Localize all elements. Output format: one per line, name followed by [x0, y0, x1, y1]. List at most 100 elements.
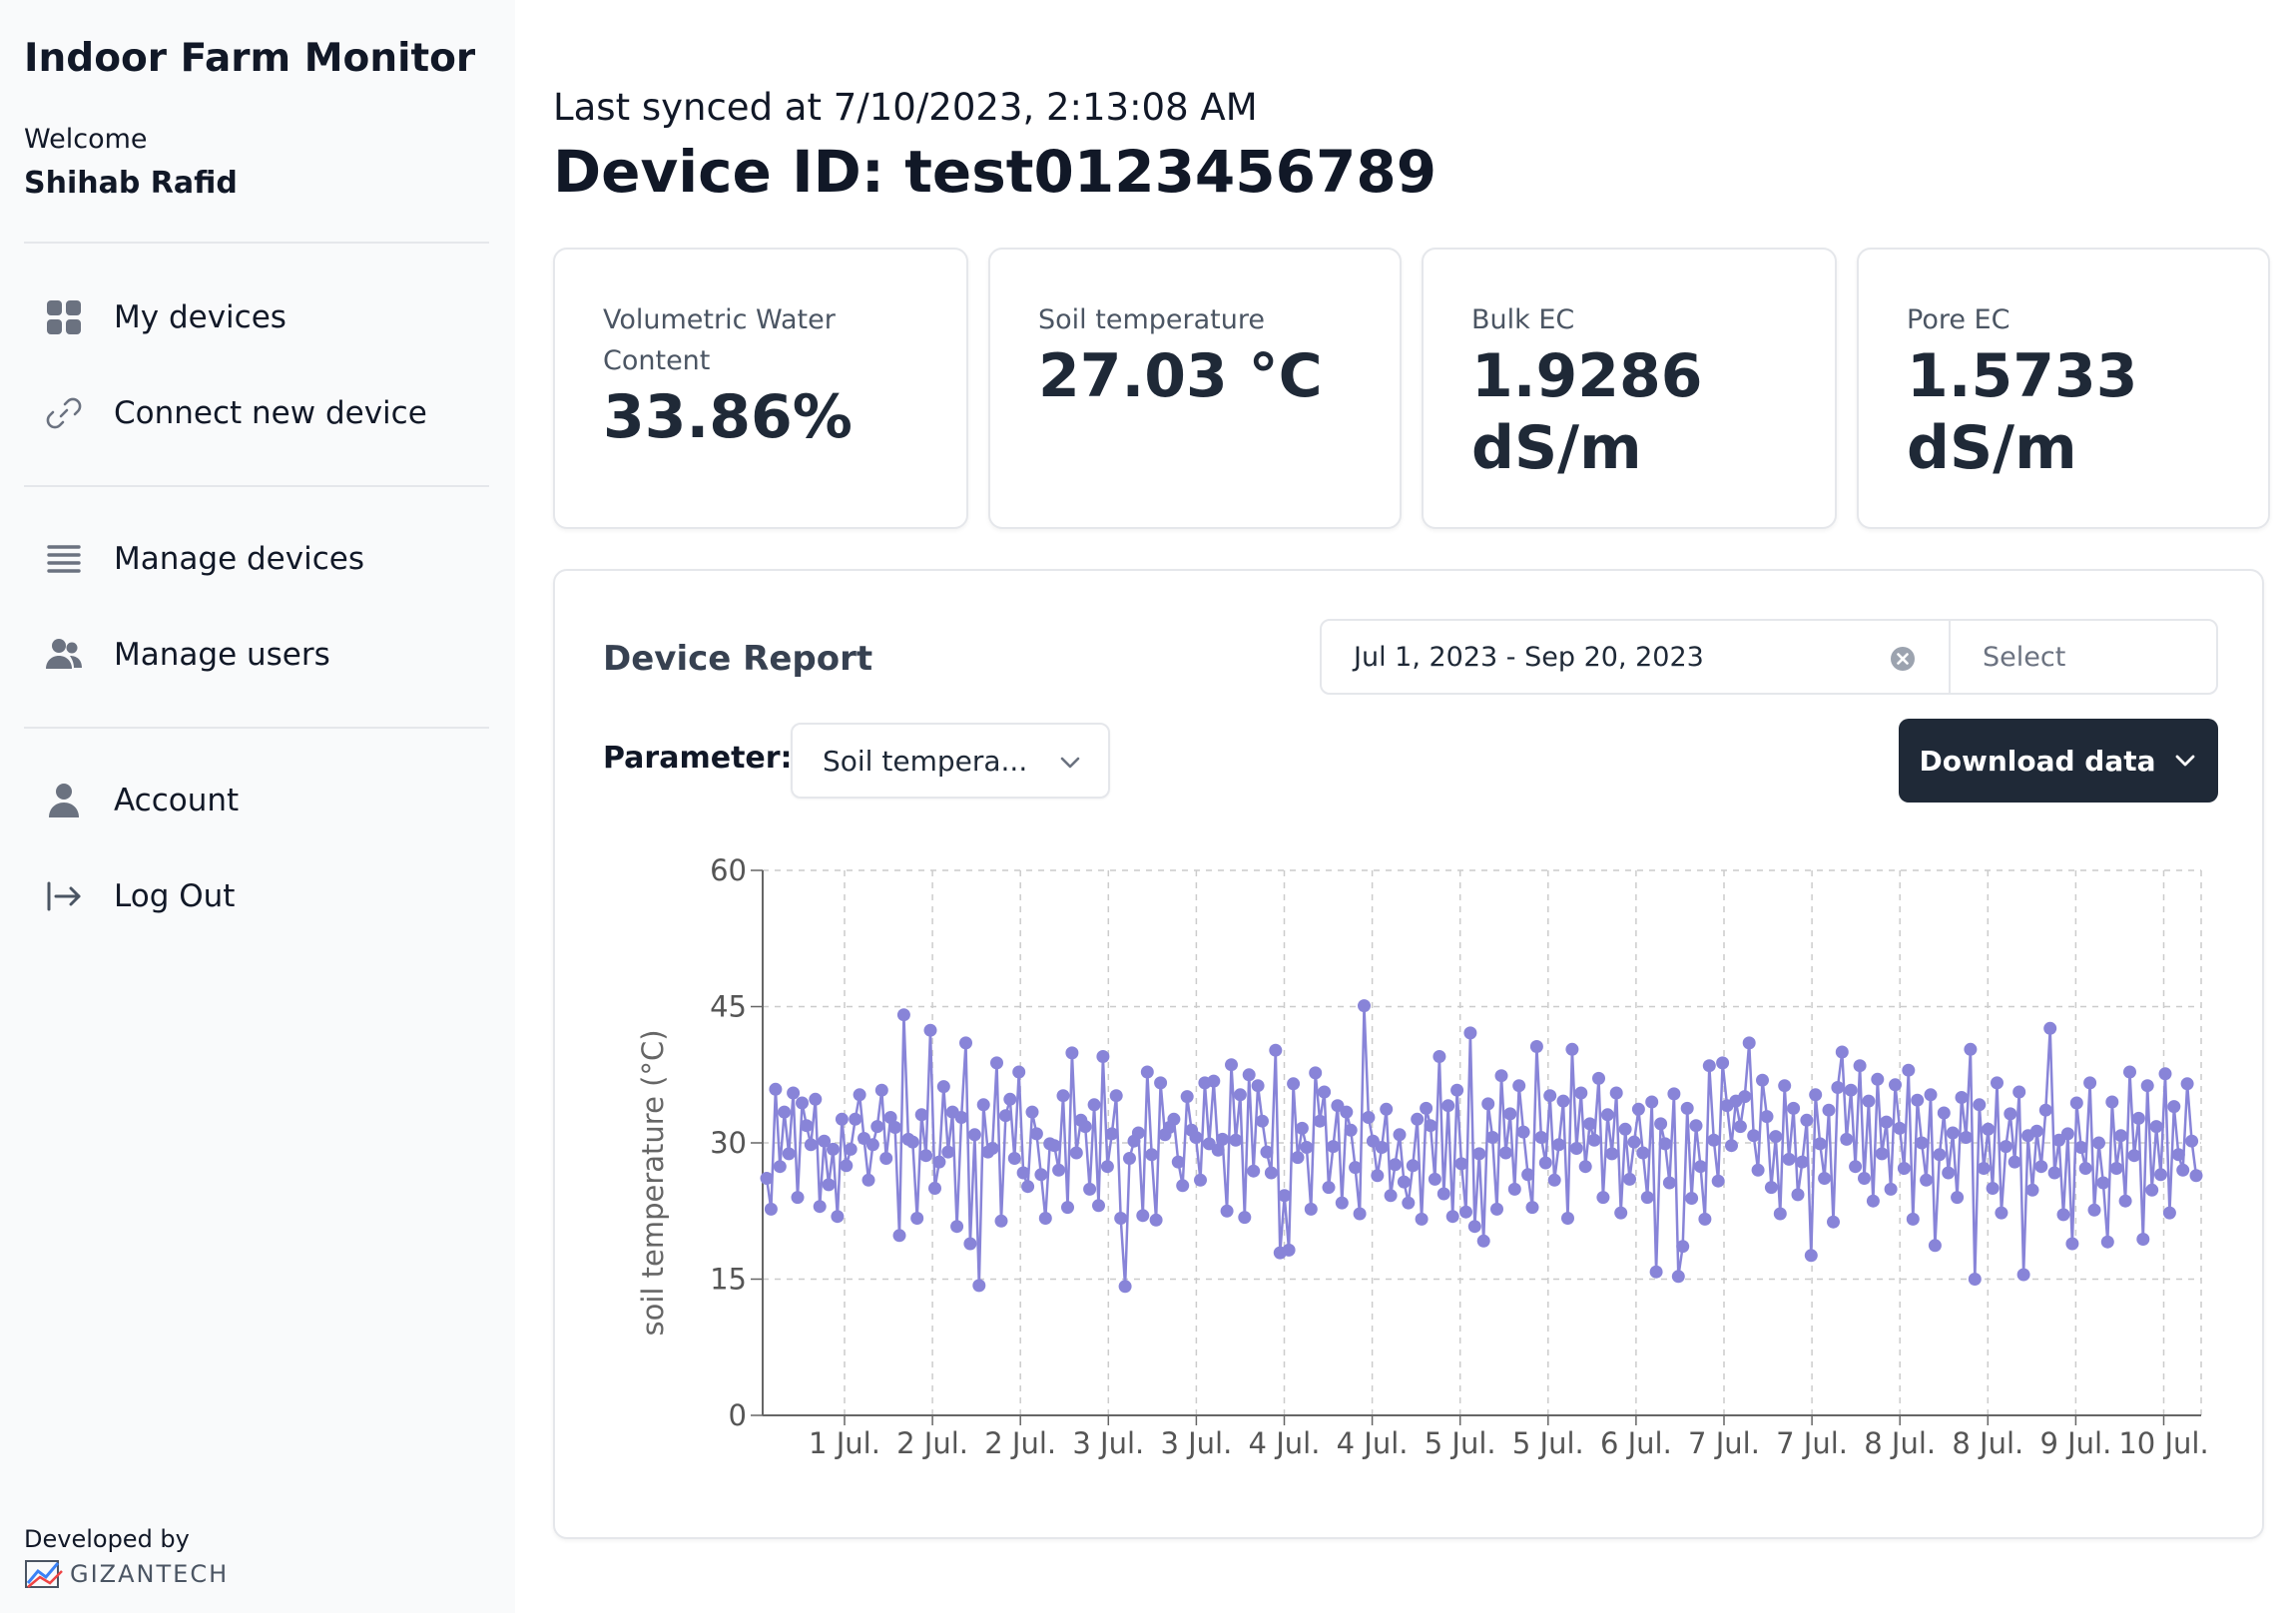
data-point [1109, 1089, 1123, 1103]
parameter-select[interactable]: Soil tempera... [791, 723, 1110, 799]
data-point [1358, 999, 1371, 1013]
data-point [976, 1098, 990, 1112]
parameter-label: Parameter: [603, 741, 793, 776]
data-point [1322, 1181, 1336, 1195]
data-point [2140, 1079, 2154, 1093]
data-point [1362, 1111, 1376, 1124]
data-point [1380, 1102, 1394, 1116]
data-point [1827, 1215, 1840, 1229]
company-logo: GIZANTECH [24, 1557, 229, 1591]
data-point [800, 1119, 814, 1133]
data-point [994, 1214, 1008, 1228]
parameter-select-value: Soil tempera... [823, 744, 1028, 778]
data-point [888, 1121, 902, 1134]
data-point [2149, 1120, 2163, 1134]
download-data-button[interactable]: Download data [1899, 719, 2218, 803]
data-point [1862, 1094, 1876, 1108]
data-point [1389, 1158, 1402, 1172]
data-point [1503, 1107, 1517, 1121]
data-point [2154, 1168, 2167, 1182]
x-tick-label: 3 Jul. [1072, 1426, 1144, 1460]
x-tick-label: 3 Jul. [1160, 1426, 1232, 1460]
data-point [813, 1200, 827, 1214]
data-point [1543, 1089, 1557, 1103]
data-point [1853, 1059, 1867, 1073]
data-point [1123, 1152, 1136, 1165]
data-point [2004, 1107, 2017, 1121]
data-point [1256, 1114, 1269, 1128]
data-point [1649, 1265, 1663, 1279]
data-point [1711, 1174, 1725, 1188]
data-point [2118, 1194, 2132, 1208]
date-select-input[interactable]: Select [1983, 641, 2066, 673]
data-point [760, 1172, 774, 1185]
data-point [1667, 1087, 1681, 1101]
data-point [1529, 1040, 1543, 1053]
data-point [769, 1082, 783, 1096]
data-point [831, 1210, 845, 1224]
clear-icon[interactable] [1889, 645, 1917, 673]
download-data-label: Download data [1919, 744, 2156, 778]
data-point [782, 1147, 796, 1161]
nav-manage-devices[interactable]: Manage devices [24, 523, 489, 595]
stat-card-value: 1.9286 dS/m [1471, 341, 1703, 483]
data-point [1467, 1220, 1481, 1234]
data-point [1065, 1046, 1079, 1060]
data-point [1436, 1187, 1450, 1201]
data-point [1911, 1093, 1925, 1107]
data-point [1592, 1071, 1605, 1085]
data-point [1937, 1106, 1951, 1120]
x-tick-label: 5 Jul. [1512, 1426, 1584, 1460]
data-point [1840, 1132, 1854, 1146]
data-point [2114, 1129, 2128, 1143]
data-point [990, 1056, 1003, 1070]
data-point [914, 1108, 928, 1122]
data-point [883, 1111, 897, 1124]
data-point [1490, 1202, 1503, 1216]
data-point [1242, 1068, 1256, 1082]
date-range-input[interactable]: Jul 1, 2023 - Sep 20, 2023 [1322, 621, 1951, 693]
data-point [1565, 1042, 1579, 1056]
data-point [1052, 1163, 1066, 1177]
data-point [1140, 1065, 1154, 1079]
data-point [1631, 1102, 1645, 1116]
data-point [861, 1173, 875, 1187]
data-point [1145, 1148, 1159, 1162]
data-point [2083, 1076, 2097, 1090]
data-point [1795, 1155, 1809, 1169]
logo-text: GIZANTECH [70, 1560, 230, 1588]
data-point [1105, 1127, 1119, 1141]
data-point [1229, 1133, 1243, 1147]
data-point [1393, 1128, 1407, 1142]
data-point [840, 1159, 854, 1173]
data-point [1238, 1211, 1252, 1225]
nav-my-devices[interactable]: My devices [24, 281, 489, 353]
data-point [1287, 1077, 1301, 1091]
data-point [2034, 1160, 2048, 1174]
data-point [1778, 1079, 1792, 1093]
date-range-picker[interactable]: Jul 1, 2023 - Sep 20, 2023 Select [1320, 619, 2218, 695]
stat-card-label: Volumetric Water Content [603, 304, 836, 376]
y-tick-label: 30 [710, 1126, 747, 1160]
data-point [827, 1142, 840, 1156]
data-point [1831, 1081, 1845, 1094]
data-point [1007, 1152, 1021, 1165]
nav-connect-new-device[interactable]: Connect new device [24, 377, 489, 449]
data-point [1220, 1204, 1234, 1218]
data-point [1131, 1126, 1145, 1140]
data-point [2029, 1124, 2043, 1138]
data-point [1756, 1073, 1769, 1087]
data-point [764, 1202, 778, 1216]
data-point [1561, 1212, 1574, 1225]
x-tick-label: 4 Jul. [1337, 1426, 1409, 1460]
nav-log-out[interactable]: Log Out [24, 860, 489, 932]
nav-account[interactable]: Account [24, 765, 489, 836]
data-point [2136, 1233, 2150, 1246]
data-point [2167, 1100, 2181, 1114]
data-point [1725, 1139, 1738, 1153]
data-point [1702, 1059, 1716, 1073]
data-point [2016, 1268, 2030, 1282]
data-point [1233, 1088, 1247, 1102]
data-point [1171, 1155, 1185, 1169]
nav-manage-users[interactable]: Manage users [24, 619, 489, 691]
